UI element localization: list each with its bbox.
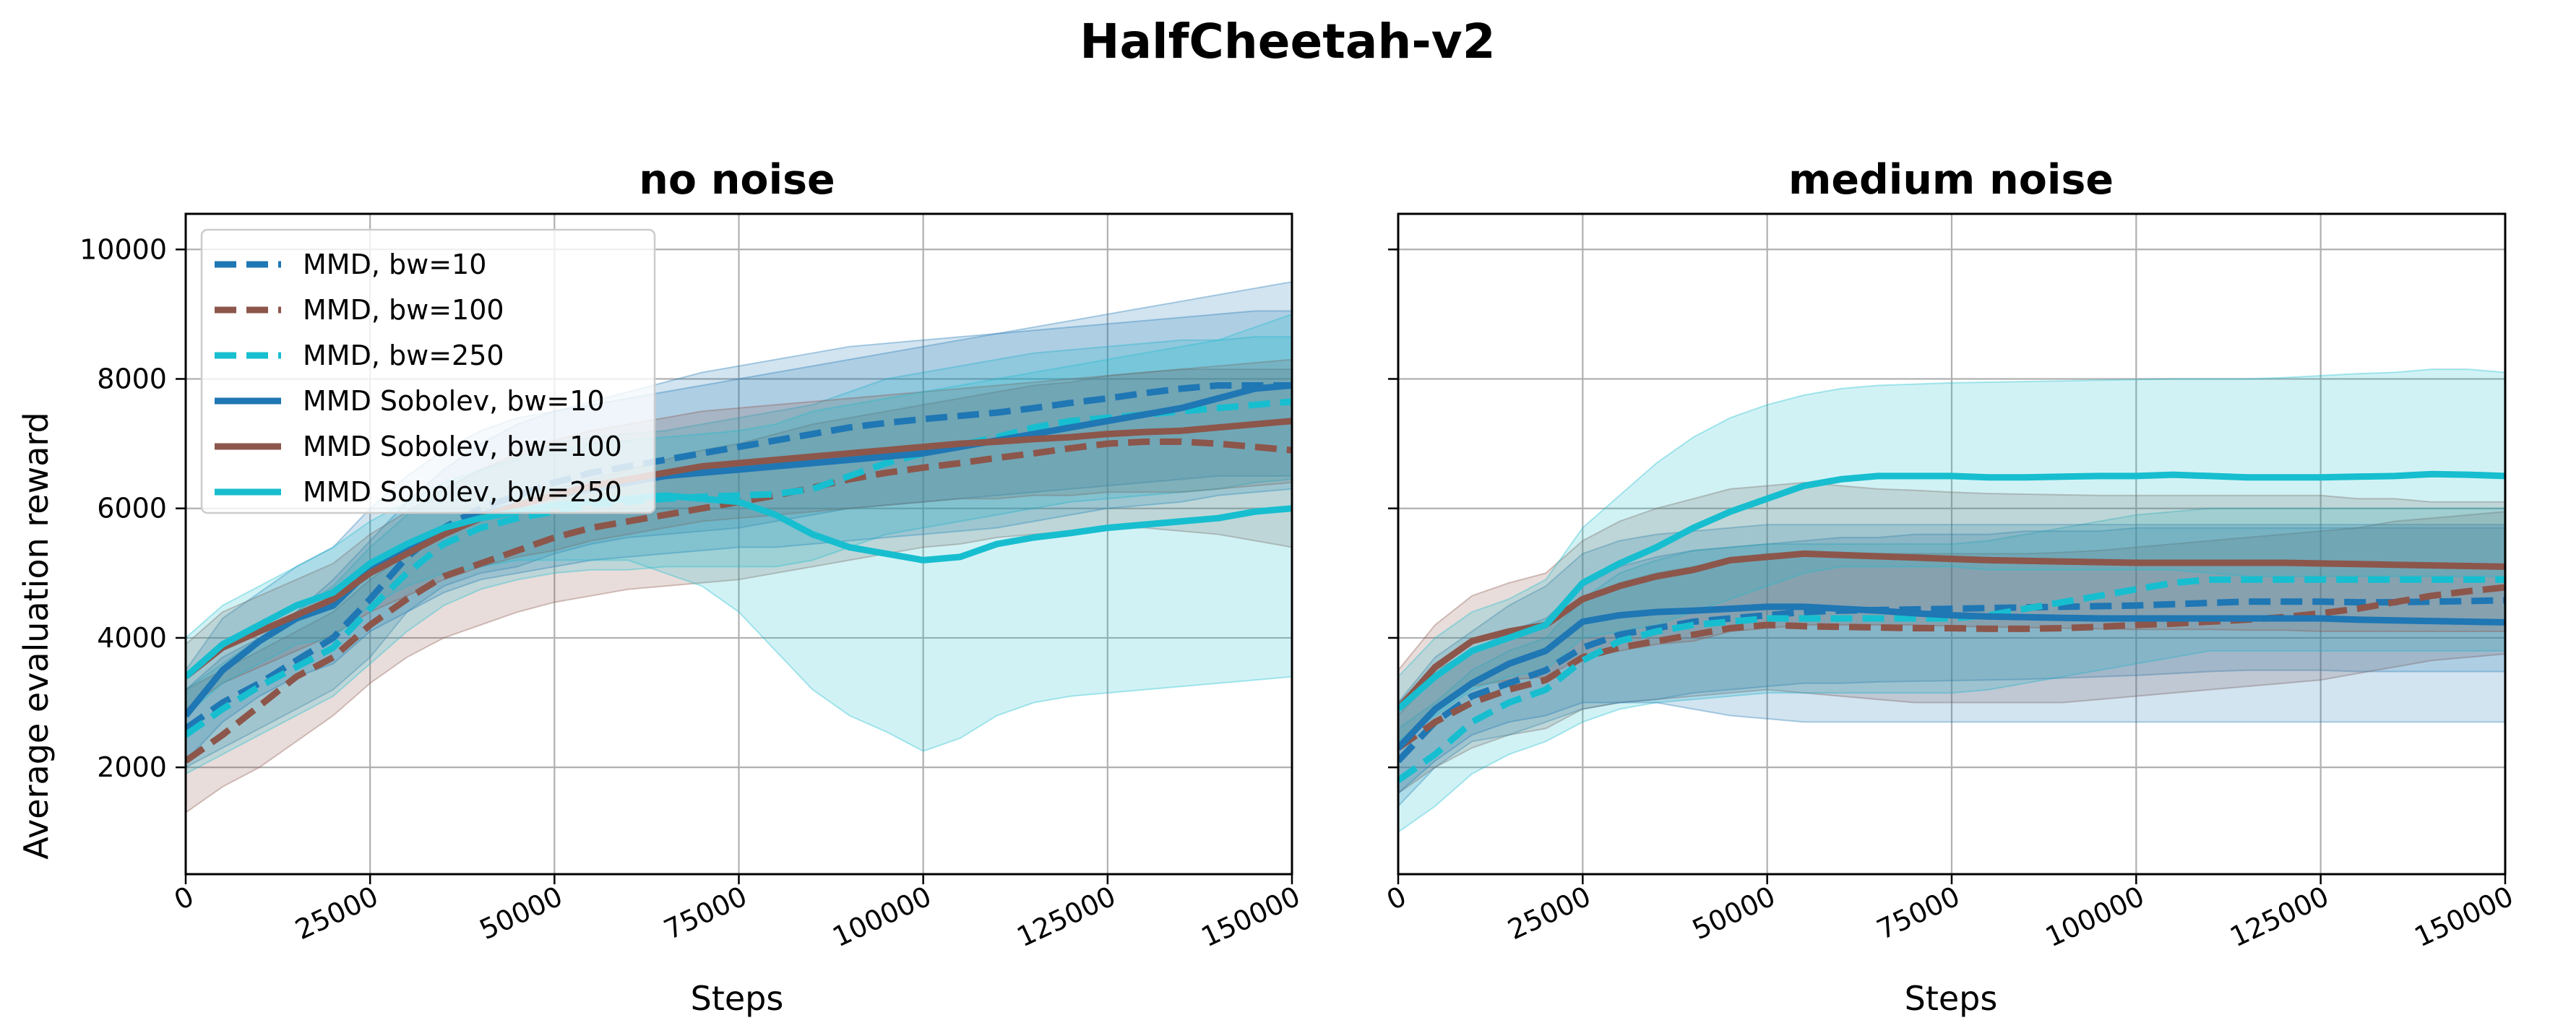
series-line: [1398, 576, 2505, 783]
confidence-band: [1398, 368, 2505, 743]
legend-label: MMD Sobolev, bw=100: [303, 431, 622, 462]
legend-label: MMD, bw=100: [303, 294, 504, 326]
series-line: [186, 382, 1292, 732]
legend-label: MMD Sobolev, bw=250: [303, 476, 622, 508]
series-line: [186, 492, 1292, 680]
panel-medium-noise: medium noise Steps 0 25000 50000 75000 10000…: [1382, 156, 2518, 1018]
confidence-band: [1398, 507, 2505, 834]
series-line: [1398, 550, 2505, 712]
figure-title: HalfCheetah-v2: [1080, 14, 1495, 69]
panel-title: medium noise: [1788, 156, 2114, 204]
y-tick-label: 4000: [97, 622, 167, 654]
legend: MMD, bw=10 MMD, bw=100 MMD, bw=250 MMD Sobo…: [200, 228, 656, 514]
series-line: [186, 418, 1292, 680]
panel-no-noise: no noise Steps Average evaluation reward…: [17, 156, 1305, 1018]
x-axis-label: Steps: [1905, 979, 1998, 1018]
legend-box: [200, 228, 656, 514]
x-axis-label: Steps: [691, 979, 784, 1018]
legend-label: MMD, bw=250: [303, 340, 504, 371]
y-tick-label: 10000: [79, 233, 167, 265]
series-line: [1398, 597, 2505, 764]
y-tick-label: 6000: [97, 493, 167, 525]
plot-area: [1398, 368, 2505, 834]
legend-label: MMD Sobolev, bw=10: [303, 385, 605, 417]
y-axis-label: Average evaluation reward: [17, 412, 56, 859]
series-line: [1398, 603, 2505, 751]
y-tick-label: 2000: [97, 751, 167, 783]
panel-title: no noise: [639, 156, 835, 204]
plot-area: [186, 281, 1292, 814]
confidence-band: [1398, 524, 2505, 795]
series-line: [1398, 470, 2505, 712]
confidence-band: [1398, 527, 2505, 808]
y-tick-label: 8000: [97, 363, 167, 395]
legend-label: MMD, bw=10: [303, 249, 486, 280]
